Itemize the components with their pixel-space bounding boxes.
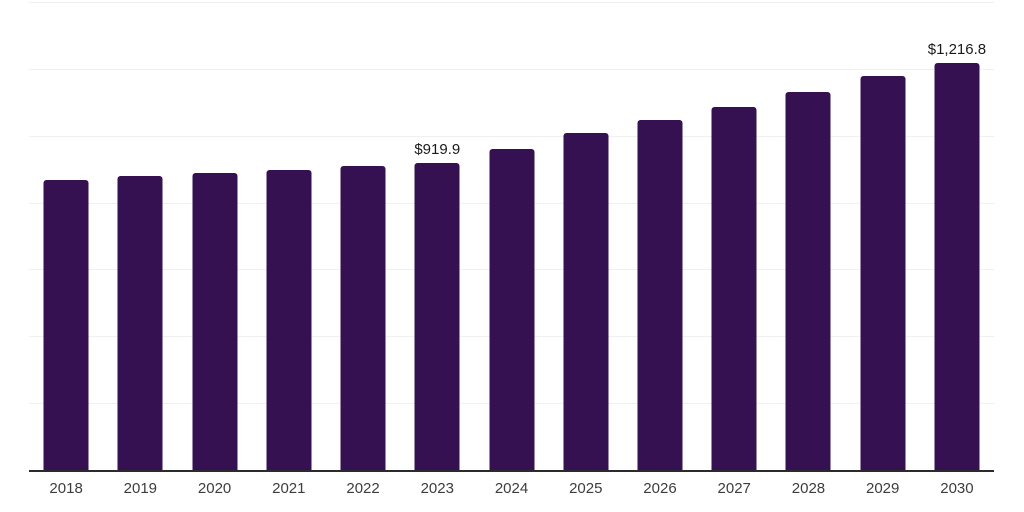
- bar-2023: [414, 162, 460, 470]
- bar-2027: [711, 106, 757, 470]
- bar-2021: [266, 169, 312, 470]
- data-label-2030: $1,216.8: [927, 41, 987, 59]
- bar-slot-2019: [103, 2, 177, 470]
- bar-slot-2028: [771, 2, 845, 470]
- bar-slot-2029: [846, 2, 920, 470]
- bar-2018: [43, 179, 89, 470]
- gridline-1000: [29, 135, 994, 137]
- x-tick-label-2028: 2028: [791, 480, 826, 497]
- bar-slot-2025: [549, 2, 623, 470]
- bar-2028: [785, 92, 831, 470]
- bar-2030: [934, 63, 980, 470]
- x-axis-line: [29, 470, 994, 472]
- x-tick-label-2021: 2021: [272, 480, 306, 497]
- x-tick-label-2024: 2024: [494, 480, 529, 497]
- bar-slot-2020: [177, 2, 251, 470]
- bar-2024: [489, 148, 535, 470]
- bar-slot-2023: $919.9: [400, 2, 474, 470]
- x-tick-label-2018: 2018: [49, 480, 83, 497]
- bar-2019: [117, 176, 163, 470]
- x-tick-label-2022: 2022: [346, 480, 380, 497]
- bar-slot-2030: $1,216.8: [920, 2, 994, 470]
- bar-slot-2022: [326, 2, 400, 470]
- bar-2029: [860, 76, 906, 470]
- x-tick-label-2020: 2020: [197, 480, 232, 497]
- data-label-2023: $919.9: [414, 140, 461, 158]
- bar-slot-2027: [697, 2, 771, 470]
- x-tick-label-2026: 2026: [643, 480, 677, 497]
- x-tick-label-2030: 2030: [940, 480, 974, 497]
- gridline-1400: [29, 2, 994, 3]
- bar-slot-2018: [29, 2, 103, 470]
- x-tick-label-2023: 2023: [420, 480, 454, 497]
- bar-2020: [192, 173, 238, 470]
- bar-2026: [637, 120, 683, 470]
- plot-area: $919.9 $1,216.8: [29, 2, 994, 472]
- bar-slot-2024: [474, 2, 548, 470]
- bar-series: $919.9 $1,216.8: [29, 2, 994, 470]
- x-tick-label-2027: 2027: [717, 480, 751, 497]
- x-tick-label-2025: 2025: [569, 480, 603, 497]
- bar-slot-2021: [252, 2, 326, 470]
- gridline-1200: [29, 68, 994, 70]
- bar-2022: [340, 166, 386, 470]
- bar-slot-2026: [623, 2, 697, 470]
- bar-2025: [563, 133, 609, 470]
- x-axis-tick-labels: 2018 2019 2020 2021 2022 2023 2024 2025 2026 2027…: [29, 479, 994, 499]
- x-tick-label-2019: 2019: [123, 480, 158, 497]
- x-tick-label-2029: 2029: [866, 480, 900, 497]
